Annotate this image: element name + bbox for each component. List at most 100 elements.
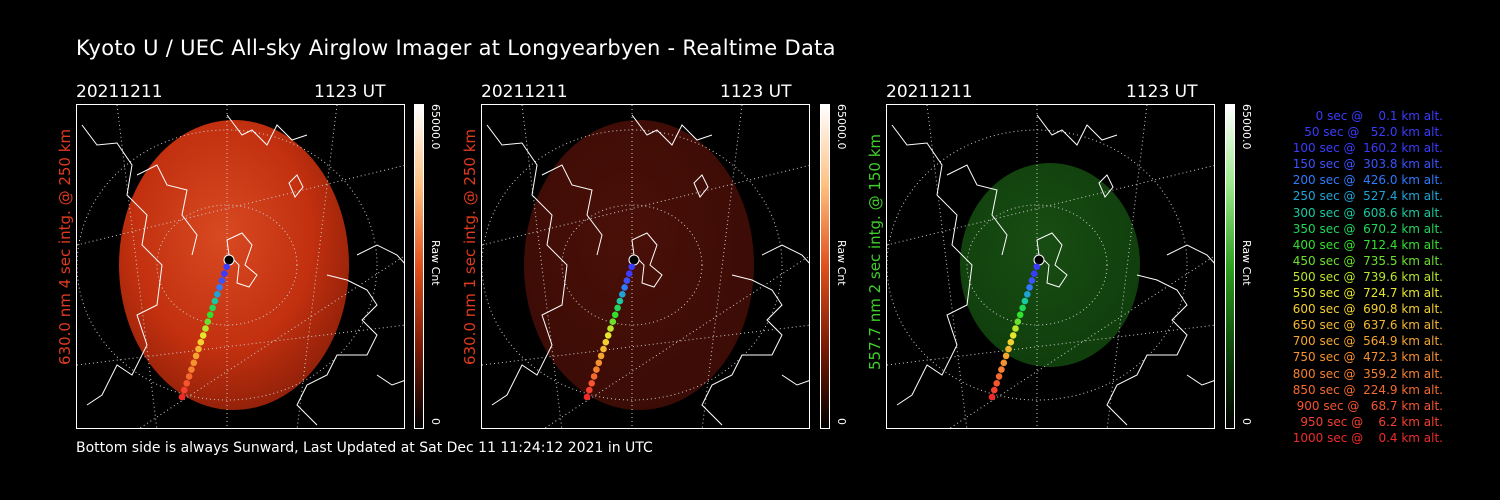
legend-entry: 650 sec @ 637.6 km alt.: [1288, 318, 1443, 333]
trajectory-point: [181, 386, 188, 394]
panel-1-colorbar: [414, 104, 424, 429]
allsky-image-630nm-1s: [481, 104, 810, 429]
panel-3-date: 20211211: [886, 82, 973, 102]
trajectory-point: [192, 352, 200, 360]
trajectory-point: [614, 304, 621, 312]
trajectory-point: [197, 338, 205, 346]
legend-entry: 450 sec @ 735.5 km alt.: [1288, 253, 1443, 268]
trajectory-point: [616, 297, 624, 305]
trajectory-point: [619, 291, 626, 298]
trajectory-point: [998, 366, 1005, 373]
trajectory-point: [993, 380, 1000, 387]
trajectory-point: [221, 270, 228, 277]
legend-entry: 200 sec @ 426.0 km alt.: [1288, 173, 1443, 188]
coastline: [81, 114, 404, 426]
trajectory-point: [204, 318, 212, 325]
trajectory-point: [216, 284, 223, 291]
legend-entry: 400 sec @ 712.4 km alt.: [1288, 237, 1443, 252]
legend-entry: 0 sec @ 0.1 km alt.: [1304, 109, 1443, 123]
trajectory-point: [626, 270, 633, 277]
legend-entry: 150 sec @ 303.8 km alt.: [1288, 157, 1443, 172]
panel-1-cbar-label: Raw Cnt: [429, 240, 442, 286]
airglow-image: [119, 120, 349, 410]
trajectory-point: [199, 332, 207, 339]
trajectory-point: [1024, 291, 1031, 298]
trajectory-point: [1019, 304, 1026, 312]
trajectory-point: [1016, 311, 1024, 319]
trajectory-point: [995, 373, 1003, 380]
trajectory-point: [188, 366, 195, 373]
trajectory-point: [1028, 277, 1036, 284]
panel-3-colorbar: [1225, 104, 1235, 429]
panel-2-ylabel: 630.0 nm 1 sec intg. @ 250 km: [461, 128, 479, 365]
trajectory-point: [991, 386, 998, 394]
trajectory-legend: 0 sec @ 0.1 km alt. 50 sec @ 52.0 km alt…: [1248, 108, 1443, 446]
panel-2-date: 20211211: [481, 82, 568, 102]
legend-entry: 950 sec @ 6.2 km alt.: [1296, 414, 1443, 429]
trajectory-point: [623, 277, 631, 284]
trajectory-point: [1007, 338, 1015, 346]
trajectory-point: [621, 284, 628, 291]
trajectory-point: [609, 318, 617, 325]
legend-entry: 600 sec @ 690.8 km alt.: [1288, 302, 1443, 317]
trajectory-point: [1012, 325, 1019, 332]
trajectory-point: [1026, 284, 1033, 291]
legend-entry: 100 sec @ 160.2 km alt.: [1288, 141, 1443, 156]
legend-entry: 750 sec @ 472.3 km alt.: [1288, 350, 1443, 365]
trajectory-point: [178, 393, 186, 401]
legend-entry: 850 sec @ 224.9 km alt.: [1288, 382, 1443, 397]
coastline: [891, 114, 1214, 426]
legend-entry: 800 sec @ 359.2 km alt.: [1288, 366, 1443, 381]
trajectory-point: [1021, 297, 1029, 305]
panel-3-ylabel: 557.7 nm 2 sec intg. @ 150 km: [866, 133, 884, 370]
trajectory-point: [607, 325, 614, 332]
trajectory-point: [628, 254, 640, 266]
trajectory-point: [604, 332, 612, 339]
panel-1-ylabel: 630.0 nm 4 sec intg. @ 250 km: [56, 128, 74, 365]
trajectory-point: [611, 311, 619, 319]
allsky-image-630nm-4s: [76, 104, 405, 429]
trajectory-point: [590, 373, 598, 380]
lat-lon-grid: [77, 105, 404, 428]
legend-entry: 50 sec @ 52.0 km alt.: [1296, 125, 1443, 140]
panel-2-colorbar: [820, 104, 830, 429]
trajectory-point: [206, 311, 214, 319]
trajectory-point: [1033, 254, 1045, 266]
panel-1-time: 1123 UT: [314, 82, 386, 102]
legend-entry: 500 sec @ 739.6 km alt.: [1288, 269, 1443, 284]
legend-entry: 700 sec @ 564.9 km alt.: [1288, 334, 1443, 349]
trajectory-point: [597, 352, 605, 360]
panel-1-cbar-min: 0: [429, 418, 442, 425]
panel-1-date: 20211211: [76, 82, 163, 102]
trajectory-point: [600, 345, 607, 353]
lat-lon-grid: [887, 105, 1214, 428]
trajectory-point: [223, 263, 230, 271]
page-title: Kyoto U / UEC All-sky Airglow Imager at …: [76, 36, 836, 60]
allsky-image-557nm-2s: [886, 104, 1215, 429]
legend-entry: 300 sec @ 608.6 km alt.: [1288, 205, 1443, 220]
trajectory-point: [988, 393, 996, 401]
trajectory-point: [1005, 345, 1012, 353]
trajectory-point: [602, 338, 610, 346]
trajectory-point: [586, 386, 593, 394]
airglow-image: [960, 163, 1140, 367]
trajectory-point: [211, 297, 219, 305]
panel-3-time: 1123 UT: [1126, 82, 1198, 102]
trajectory-point: [183, 380, 190, 387]
trajectory-point: [628, 263, 635, 271]
trajectory-point: [1033, 263, 1040, 271]
trajectory-point: [195, 345, 202, 353]
panel-2-cbar-min: 0: [835, 418, 848, 425]
trajectory-point: [583, 393, 591, 401]
lat-lon-grid: [482, 105, 809, 428]
legend-entry: 250 sec @ 527.4 km alt.: [1288, 189, 1443, 204]
trajectory-point: [588, 380, 595, 387]
trajectory-point: [1031, 270, 1038, 277]
panel-2-cbar-max: 65000.0: [835, 104, 848, 150]
trajectory-point: [185, 373, 193, 380]
panel-1-cbar-max: 65000.0: [429, 104, 442, 150]
coastline: [486, 114, 809, 426]
trajectory-point: [223, 254, 235, 266]
airglow-image: [524, 120, 754, 410]
trajectory-point: [593, 366, 600, 373]
